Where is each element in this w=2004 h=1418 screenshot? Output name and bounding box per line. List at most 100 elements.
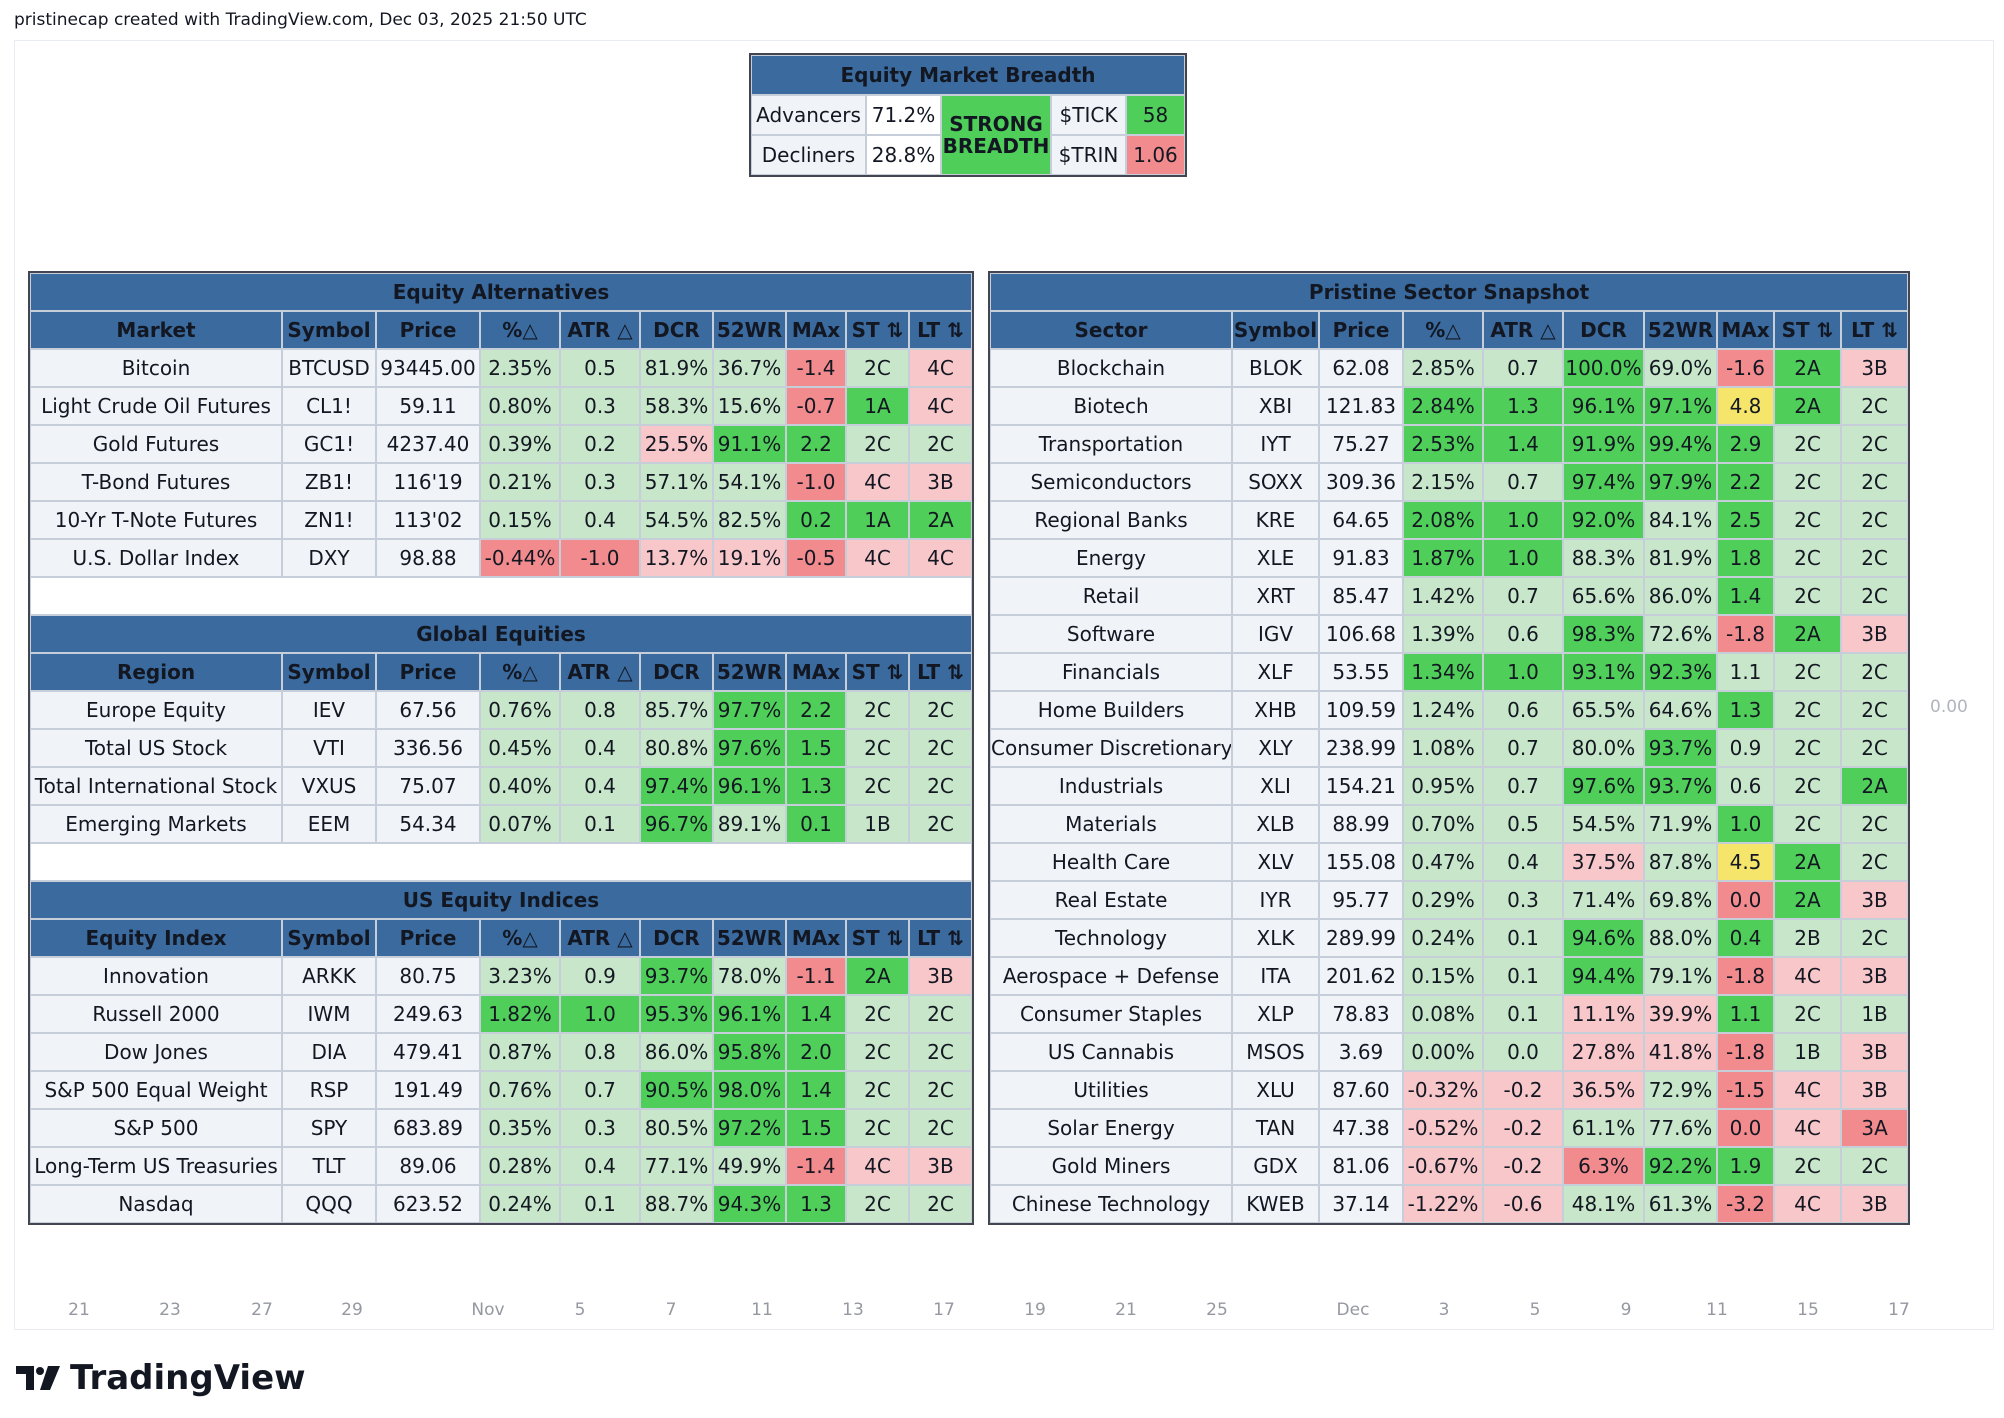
row-atr-change: 0.7 (1482, 728, 1564, 768)
row-lt: 3B (1839, 880, 1910, 920)
row-atr-change: 0.1 (559, 804, 641, 844)
row-lt: 2C (907, 1070, 974, 1110)
column-header: %△ (479, 652, 561, 692)
row-name: Semiconductors (989, 462, 1233, 502)
time-axis-label: 9 (1620, 1300, 1632, 1320)
row-pct-change: -0.32% (1402, 1070, 1484, 1110)
row-symbol: IEV (281, 690, 377, 730)
row-dcr: 85.7% (639, 690, 714, 730)
row-price: 87.60 (1318, 1070, 1404, 1110)
row-dcr: 91.9% (1562, 424, 1645, 464)
column-header: 52WR (1643, 310, 1718, 350)
row-symbol: GC1! (281, 424, 377, 464)
row-52wr: 88.0% (1643, 918, 1718, 958)
row-price: 37.14 (1318, 1184, 1404, 1224)
row-dcr: 98.3% (1562, 614, 1645, 654)
row-lt: 3B (1839, 348, 1910, 388)
row-dcr: 97.4% (1562, 462, 1645, 502)
row-atr-change: 0.4 (559, 500, 641, 540)
row-symbol: CL1! (281, 386, 377, 426)
table-row: Europe Equity IEV 67.56 0.76% 0.8 85.7% 97.7% 2… (29, 690, 974, 730)
row-symbol: GDX (1231, 1146, 1320, 1186)
row-52wr: 77.6% (1643, 1108, 1718, 1148)
row-name: Blockchain (989, 348, 1233, 388)
row-name: Health Care (989, 842, 1233, 882)
table-row: Health Care XLV 155.08 0.47% 0.4 37.5% 87.8% 4.… (989, 842, 1910, 882)
row-pct-change: 0.47% (1402, 842, 1484, 882)
column-header: MAx (785, 918, 847, 958)
row-st: 2C (845, 424, 910, 464)
trin-label: $TRIN (1050, 134, 1127, 176)
row-max: 0.1 (785, 804, 847, 844)
row-name: Light Crude Oil Futures (29, 386, 283, 426)
row-lt: 4C (907, 348, 974, 388)
row-dcr: 65.6% (1562, 576, 1645, 616)
row-52wr: 92.3% (1643, 652, 1718, 692)
row-symbol: XLB (1231, 804, 1320, 844)
row-52wr: 79.1% (1643, 956, 1718, 996)
row-symbol: TLT (281, 1146, 377, 1186)
row-symbol: VXUS (281, 766, 377, 806)
column-header: DCR (1562, 310, 1645, 350)
row-name: Technology (989, 918, 1233, 958)
row-52wr: 19.1% (712, 538, 787, 578)
tradingview-logo[interactable]: TradingView (16, 1358, 306, 1398)
row-lt: 2C (907, 728, 974, 768)
row-dcr: 77.1% (639, 1146, 714, 1186)
row-dcr: 54.5% (1562, 804, 1645, 844)
row-symbol: BLOK (1231, 348, 1320, 388)
time-axis: 21 23 27 29 Nov 5 7 11 13 17 19 21 25 Dec 3 5 9 11 15 17 (0, 1300, 2004, 1324)
row-dcr: 36.5% (1562, 1070, 1645, 1110)
row-atr-change: -0.2 (1482, 1146, 1564, 1186)
row-st: 2C (1773, 576, 1842, 616)
row-52wr: 72.6% (1643, 614, 1718, 654)
row-symbol: EEM (281, 804, 377, 844)
row-symbol: XLU (1231, 1070, 1320, 1110)
row-pct-change: 2.85% (1402, 348, 1484, 388)
time-axis-label: 3 (1438, 1300, 1450, 1320)
column-header: ST ⇅ (1773, 310, 1842, 350)
row-dcr: 96.7% (639, 804, 714, 844)
row-symbol: XLV (1231, 842, 1320, 882)
row-pct-change: 0.80% (479, 386, 561, 426)
trin-value: 1.06 (1125, 134, 1186, 176)
row-name: Emerging Markets (29, 804, 283, 844)
time-axis-label: 17 (1888, 1300, 1910, 1320)
column-header: ST ⇅ (845, 310, 910, 350)
row-atr-change: 0.8 (559, 690, 641, 730)
row-pct-change: -0.52% (1402, 1108, 1484, 1148)
row-symbol: SPY (281, 1108, 377, 1148)
sector-snapshot-table: Pristine Sector Snapshot Sector Symbol Pric… (987, 271, 1911, 1225)
row-atr-change: 0.3 (559, 386, 641, 426)
row-max: 1.9 (1716, 1146, 1775, 1186)
row-st: 4C (1773, 1070, 1842, 1110)
row-price: 479.41 (375, 1032, 481, 1072)
column-header: ST ⇅ (845, 918, 910, 958)
row-symbol: SOXX (1231, 462, 1320, 502)
row-st: 2C (1773, 500, 1842, 540)
row-pct-change: 0.15% (1402, 956, 1484, 996)
row-price: 623.52 (375, 1184, 481, 1224)
row-pct-change: 0.24% (1402, 918, 1484, 958)
row-st: 2A (845, 956, 910, 996)
row-52wr: 71.9% (1643, 804, 1718, 844)
time-axis-label: 19 (1024, 1300, 1046, 1320)
row-atr-change: -0.6 (1482, 1184, 1564, 1224)
row-symbol: IGV (1231, 614, 1320, 654)
row-max: -1.8 (1716, 1032, 1775, 1072)
row-52wr: 82.5% (712, 500, 787, 540)
row-atr-change: 1.0 (559, 994, 641, 1034)
table-row: Blockchain BLOK 62.08 2.85% 0.7 100.0% 69.0% -1… (989, 348, 1910, 388)
row-dcr: 100.0% (1562, 348, 1645, 388)
row-max: 2.2 (1716, 462, 1775, 502)
row-pct-change: 1.87% (1402, 538, 1484, 578)
row-atr-change: 0.0 (1482, 1032, 1564, 1072)
row-max: 1.3 (1716, 690, 1775, 730)
row-52wr: 72.9% (1643, 1070, 1718, 1110)
table-row: Gold Miners GDX 81.06 -0.67% -0.2 6.3% 92.2% 1.… (989, 1146, 1910, 1186)
row-dcr: 61.1% (1562, 1108, 1645, 1148)
row-dcr: 80.5% (639, 1108, 714, 1148)
row-dcr: 71.4% (1562, 880, 1645, 920)
row-pct-change: 3.23% (479, 956, 561, 996)
row-name: Solar Energy (989, 1108, 1233, 1148)
